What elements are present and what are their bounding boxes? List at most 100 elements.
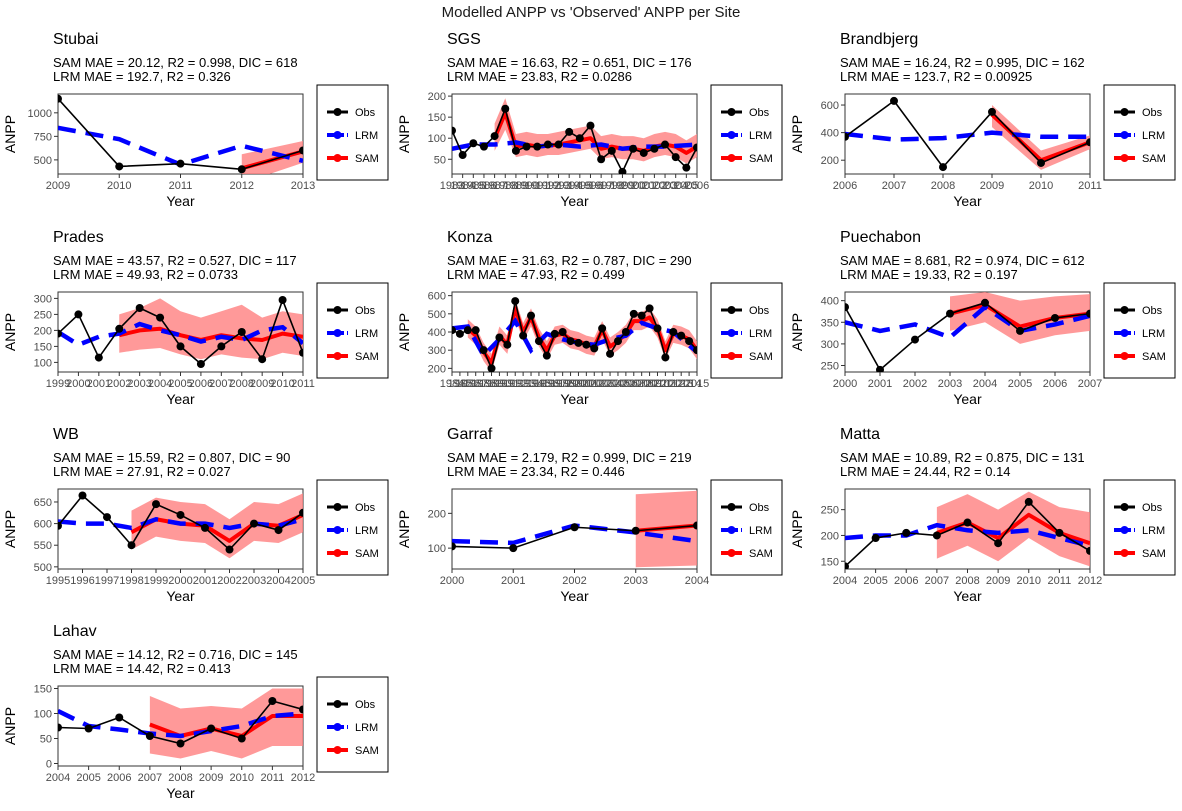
legend-box bbox=[316, 84, 389, 181]
obs-point bbox=[1024, 497, 1033, 506]
x-axis-label: Year bbox=[953, 588, 982, 604]
obs-point bbox=[452, 326, 456, 335]
lrm-metrics-text: LRM MAE = 47.93, R2 = 0.499 bbox=[447, 267, 625, 282]
obs-point bbox=[946, 309, 954, 318]
x-tick-label: 1999 bbox=[558, 378, 582, 390]
y-tick-label: 150 bbox=[821, 556, 839, 568]
legend-key-point bbox=[1120, 526, 1129, 534]
plot-layers bbox=[845, 491, 1090, 569]
y-axis-label: ANPP bbox=[789, 510, 805, 548]
legend-key-point bbox=[333, 549, 342, 557]
x-tick-label: 1994 bbox=[519, 378, 543, 390]
panel-sgs: SGS SAM MAE = 16.63, R2 = 0.651, DIC = 17… bbox=[396, 31, 783, 209]
x-tick-label: 2002 bbox=[903, 378, 927, 390]
obs-point bbox=[455, 329, 464, 338]
x-tick-label: 2003 bbox=[653, 180, 677, 192]
obs-point bbox=[490, 132, 499, 141]
legend-key-point bbox=[333, 503, 342, 511]
x-tick-label: 2010 bbox=[1017, 575, 1041, 587]
obs-point bbox=[845, 562, 849, 569]
obs-point bbox=[145, 732, 154, 740]
obs-point bbox=[693, 143, 697, 152]
obs-point bbox=[606, 349, 615, 358]
legend-label: SAM bbox=[1142, 548, 1166, 560]
panel-prades: Prades SAM MAE = 43.57, R2 = 0.527, DIC =… bbox=[2, 229, 389, 407]
sam-metrics-text: SAM MAE = 20.12, R2 = 0.998, DIC = 618 bbox=[53, 55, 298, 70]
obs-point bbox=[176, 342, 185, 351]
legend-key-point bbox=[727, 329, 736, 337]
x-tick-label: 1997 bbox=[542, 378, 566, 390]
x-axis-label: Year bbox=[166, 193, 195, 209]
legend-label: Obs bbox=[749, 502, 770, 514]
y-tick-label: 300 bbox=[428, 345, 446, 357]
obs-point bbox=[217, 342, 226, 351]
legend-box bbox=[710, 84, 783, 181]
obs-point bbox=[534, 337, 543, 346]
legend-key-point bbox=[333, 306, 342, 314]
x-tick-label: 2008 bbox=[955, 575, 979, 587]
x-tick-label: 1984 bbox=[450, 180, 474, 192]
obs-point bbox=[631, 526, 640, 535]
x-tick-label: 2001 bbox=[574, 378, 598, 390]
panel-puechabon: Puechabon SAM MAE = 8.681, R2 = 0.974, DI… bbox=[789, 229, 1176, 407]
panel-title: Konza bbox=[447, 229, 492, 246]
obs-point bbox=[74, 310, 83, 319]
y-tick-label: 750 bbox=[34, 131, 52, 143]
obs-point bbox=[1086, 546, 1090, 555]
plot-layers bbox=[452, 98, 697, 174]
x-tick-label: 2011 bbox=[291, 378, 315, 390]
x-tick-label: 2013 bbox=[669, 378, 693, 390]
legend-box bbox=[710, 479, 783, 576]
x-tick-label: 1991 bbox=[525, 180, 549, 192]
x-tick-label: 2007 bbox=[882, 180, 906, 192]
legend-label: LRM bbox=[355, 130, 378, 142]
x-tick-label: 2012 bbox=[291, 772, 315, 784]
obs-point bbox=[511, 146, 520, 155]
legend-label: SAM bbox=[355, 351, 379, 363]
x-tick-label: 1991 bbox=[495, 378, 519, 390]
obs-point bbox=[932, 531, 941, 540]
x-tick-label: 1989 bbox=[504, 180, 528, 192]
y-tick-label: 250 bbox=[821, 361, 839, 373]
legend-label: Obs bbox=[749, 305, 770, 317]
legend-label: Obs bbox=[355, 502, 376, 514]
legend-key-point bbox=[1120, 306, 1129, 314]
x-tick-label: 2007 bbox=[925, 575, 949, 587]
lrm-metrics-text: LRM MAE = 23.83, R2 = 0.0286 bbox=[447, 69, 632, 84]
x-tick-label: 2005 bbox=[168, 378, 192, 390]
obs-point bbox=[58, 723, 62, 732]
legend-box bbox=[316, 676, 389, 773]
x-tick-label: 1986 bbox=[456, 378, 480, 390]
lrm-metrics-text: LRM MAE = 27.91, R2 = 0.027 bbox=[53, 464, 231, 479]
y-tick-label: 500 bbox=[34, 155, 52, 167]
legend-key-point bbox=[727, 526, 736, 534]
obs-point bbox=[207, 724, 216, 733]
x-tick-label: 2006 bbox=[107, 772, 131, 784]
y-tick-label: 400 bbox=[821, 296, 839, 308]
x-tick-label: 1998 bbox=[600, 180, 624, 192]
y-tick-label: 300 bbox=[821, 339, 839, 351]
x-tick-label: 2001 bbox=[193, 575, 217, 587]
obs-point bbox=[471, 326, 480, 335]
plot-layers bbox=[58, 94, 303, 174]
panel-title: Puechabon bbox=[840, 229, 921, 246]
lrm-line bbox=[845, 522, 1090, 548]
legend-box bbox=[316, 282, 389, 379]
obs-point bbox=[519, 331, 528, 340]
legend-key-point bbox=[333, 700, 342, 708]
y-tick-label: 150 bbox=[34, 684, 52, 696]
x-tick-label: 2001 bbox=[868, 378, 892, 390]
obs-point bbox=[981, 298, 989, 307]
x-tick-label: 2012 bbox=[230, 180, 254, 192]
obs-point bbox=[677, 331, 686, 340]
obs-point bbox=[78, 491, 87, 500]
obs-point bbox=[845, 303, 849, 312]
y-tick-label: 200 bbox=[821, 530, 839, 542]
obs-point bbox=[58, 329, 62, 338]
x-tick-label: 2000 bbox=[566, 378, 590, 390]
legend-label: LRM bbox=[749, 525, 772, 537]
plot-layers bbox=[452, 297, 697, 372]
obs-point bbox=[196, 360, 205, 368]
x-tick-label: 1997 bbox=[95, 575, 119, 587]
y-axis-label: ANPP bbox=[789, 115, 805, 153]
